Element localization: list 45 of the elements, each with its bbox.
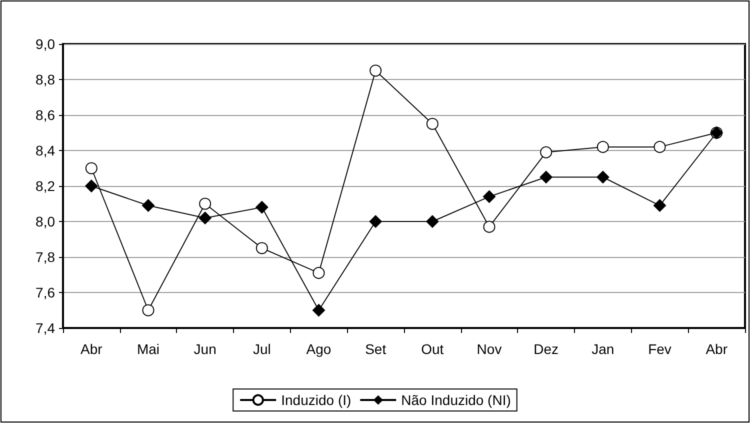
x-tick-label: Jan	[592, 341, 614, 357]
x-tick-label: Set	[365, 341, 386, 357]
point	[370, 64, 382, 77]
x-tick-label: Jun	[194, 341, 216, 357]
x-tick-label: Fev	[648, 341, 672, 357]
point	[540, 146, 552, 158]
y-tick-label: 8,6	[36, 107, 56, 123]
point	[312, 266, 325, 279]
y-tick-label: 7,8	[36, 249, 56, 265]
x-tick-label: Nov	[476, 341, 502, 357]
x-tick-label: Abr	[80, 341, 103, 357]
point	[426, 118, 438, 130]
x-tick-label: Abr	[706, 341, 728, 357]
x-tick-label: Mai	[136, 341, 160, 357]
point	[596, 140, 609, 153]
point	[654, 140, 666, 153]
point	[85, 162, 98, 174]
y-tick-label: 9,0	[36, 36, 56, 52]
point	[142, 304, 154, 316]
legend-label: Não Induzido (NI)	[401, 392, 511, 408]
y-tick-label: 8,0	[36, 214, 56, 230]
point	[482, 190, 496, 204]
legend-label: Induzido (I)	[281, 392, 352, 408]
point	[596, 170, 610, 184]
x-tick-label: Ago	[306, 341, 332, 357]
point	[483, 220, 496, 233]
point	[256, 242, 268, 254]
y-tick-label: 8,8	[36, 72, 56, 88]
point	[142, 199, 155, 212]
point	[198, 211, 212, 224]
point	[653, 199, 666, 212]
y-tick-label: 8,2	[36, 178, 56, 194]
x-tick-label: Out	[421, 341, 444, 357]
point	[540, 170, 553, 184]
point	[199, 198, 212, 210]
x-tick-label: Dez	[534, 341, 559, 357]
point	[84, 180, 98, 192]
y-tick-label: 7,4	[36, 320, 56, 336]
y-tick-label: 7,6	[36, 284, 56, 300]
point	[369, 215, 382, 228]
point	[312, 304, 326, 317]
point	[255, 200, 268, 214]
point	[426, 215, 439, 228]
x-tick-label: Jul	[252, 341, 271, 357]
y-tick-label: 8,4	[36, 142, 56, 158]
